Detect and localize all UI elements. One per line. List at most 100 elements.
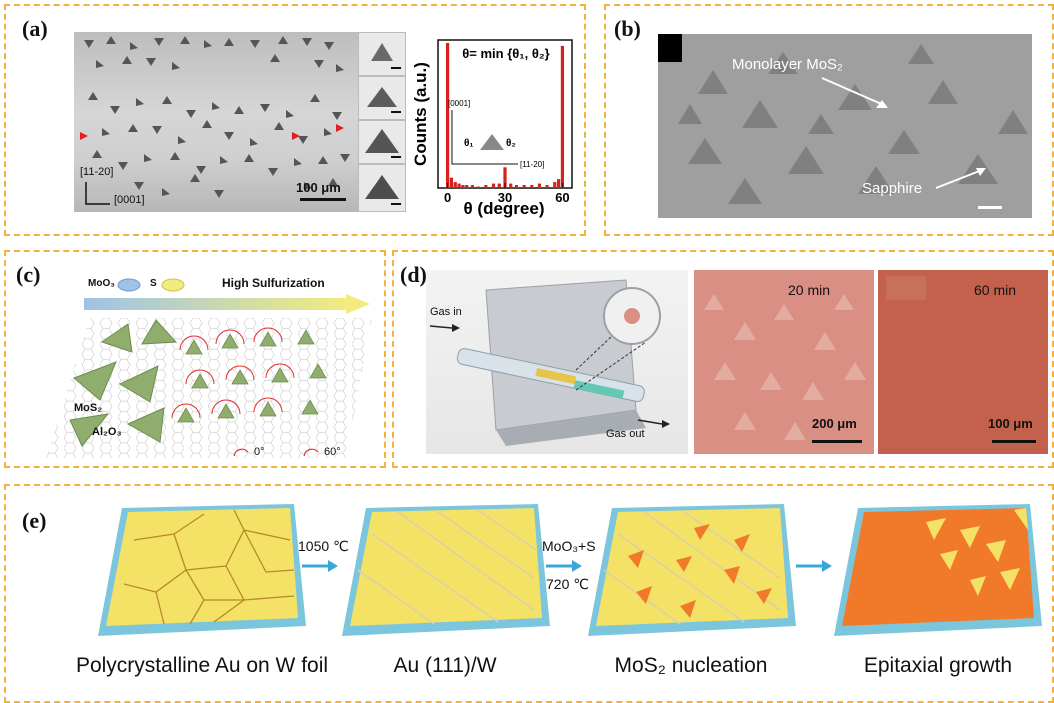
- panel-a-triangles: [80, 36, 350, 198]
- panel-c-angle-0: 0°: [254, 446, 265, 458]
- panel-e-label: (e): [22, 508, 47, 533]
- panel-a-inset-4: [358, 164, 406, 212]
- panel-e-arrow-2: [546, 560, 582, 572]
- chart-bar: [560, 45, 565, 188]
- chart-bar: [465, 185, 469, 188]
- chart-bar: [545, 185, 549, 188]
- panel-e-caption-3: MoS₂ nucleation: [614, 654, 768, 677]
- panel-c-legend-s: S: [150, 278, 157, 289]
- panel-d-gas-in: Gas in: [430, 306, 462, 318]
- panel-b-micrograph: [658, 34, 1032, 218]
- chart-inset-triangle: [480, 134, 504, 150]
- panel-c-legend-moo3: MoO₃: [88, 278, 115, 289]
- panel-d-label: (d): [400, 262, 427, 287]
- chart-bar: [449, 177, 453, 188]
- panel-c-al2o3-label: Al₂O₃: [92, 426, 122, 438]
- panel-a-inset-3: [358, 120, 406, 164]
- chart-bar: [461, 185, 465, 188]
- panel-a-direction-axes: [85, 182, 110, 205]
- chart-ylabel: Counts (a.u.): [411, 62, 430, 166]
- chart-bar: [457, 183, 461, 188]
- chart-bar: [484, 185, 488, 188]
- panel-b-arrow-2: [935, 168, 986, 189]
- chart-bar: [470, 185, 475, 188]
- panel-c-label: (c): [16, 262, 41, 287]
- chart-inset-dir-up: [0001]: [448, 99, 470, 108]
- panel-a-label: (a): [22, 16, 48, 41]
- panel-e-step2-reagents: MoO₃+S: [542, 538, 596, 554]
- panel-e-caption-2: Au (111)/W: [393, 654, 497, 677]
- panel-e-frame: [4, 484, 1054, 703]
- panel-d-micrograph-20min: [694, 270, 874, 454]
- chart-inset-dir-right: [11-20]: [520, 160, 544, 169]
- panel-d-scalebar-2: [992, 440, 1036, 443]
- panel-e-caption-4: Epitaxial growth: [863, 654, 1013, 677]
- panel-e-stage-4: [834, 504, 1042, 636]
- panel-c-rotation-0-icon: [233, 448, 249, 457]
- chart-bar: [453, 182, 457, 188]
- panel-d-time-60: 60 min: [974, 282, 1017, 298]
- panel-c-frame: [4, 250, 386, 468]
- panel-b-frame: [604, 4, 1054, 236]
- panel-a-inset-1: [358, 32, 406, 76]
- chart-bar: [491, 183, 496, 188]
- panel-a-scale-label: 100 μm: [296, 180, 341, 195]
- panel-c-legend-moo3-icon: [117, 278, 141, 292]
- panel-e-step2-temp: 720 ℃: [546, 576, 589, 592]
- panel-c-lattice: [46, 318, 372, 458]
- panel-e-arrow-1: [302, 560, 338, 572]
- panel-a-scalebar: [300, 198, 346, 201]
- chart-bar: [522, 185, 526, 188]
- panel-c-angle-60: 60°: [324, 446, 341, 458]
- panel-c-rotation-60-icon: [303, 448, 319, 457]
- chart-plot-frame: [437, 39, 573, 189]
- panel-d-micro-20-domains: [704, 294, 866, 440]
- chart-bar: [557, 179, 561, 188]
- chart-bar: [509, 183, 513, 188]
- panel-d-frame: [392, 250, 1054, 468]
- panel-b-annotation-sapphire: Sapphire: [862, 180, 923, 197]
- chart-title: θ= min {θ₁, θ₂}: [462, 46, 550, 61]
- chart-tick-label: 30: [498, 190, 512, 205]
- panel-c-sulfurization-arrow: [84, 294, 370, 314]
- chart-ticks: 0 30 60: [444, 183, 570, 205]
- chart-bar: [476, 186, 480, 188]
- chart-bar: [553, 182, 557, 188]
- panel-e-stage-1: [98, 504, 306, 636]
- chart-bars: [445, 42, 565, 189]
- panel-a-dir-y: [11-20]: [80, 166, 114, 178]
- panel-e-arrow-3: [796, 560, 832, 572]
- panel-b-label: (b): [614, 16, 641, 41]
- panel-d-scale-1: 200 μm: [812, 416, 857, 431]
- panel-d-gas-out: Gas out: [606, 428, 645, 440]
- panel-b-domains: [658, 34, 1028, 209]
- panel-d-scalebar-1: [812, 440, 862, 443]
- panel-d-reactor: [429, 279, 670, 446]
- panel-e-caption-1: Polycrystalline Au on W foil: [75, 654, 329, 677]
- panel-c-mos2-label: MoS₂: [74, 402, 103, 414]
- panel-d-scale-2: 100 μm: [988, 416, 1033, 431]
- panel-a-chart: Counts (a.u.) θ= min {θ₁, θ₂} θ (degree)…: [411, 39, 573, 218]
- chart-bar: [503, 167, 507, 188]
- chart-bar: [530, 185, 534, 188]
- chart-xlabel: θ (degree): [464, 199, 545, 218]
- panel-a-frame: [4, 4, 586, 236]
- chart-inset-theta1: θ₁: [464, 138, 474, 149]
- panel-d-reactor-photo: [426, 270, 688, 454]
- panel-e-stage-3: [588, 504, 796, 636]
- panel-d-micrograph-60min: [878, 270, 1048, 454]
- panel-b-annotation-monolayer: Monolayer MoS₂: [732, 56, 843, 73]
- panel-a-dir-x: [0001]: [114, 194, 145, 206]
- panel-b-arrow-1: [821, 77, 888, 108]
- panel-c-arrow-label: High Sulfurization: [222, 276, 325, 290]
- chart-bar: [514, 185, 519, 188]
- chart-tick-label: 60: [555, 190, 569, 205]
- panel-e-step1-temp: 1050 ℃: [298, 538, 349, 554]
- panel-a-inset-2: [358, 76, 406, 120]
- panel-d-time-20: 20 min: [788, 282, 831, 298]
- panel-e-stage-2: [342, 504, 550, 636]
- chart-inset-theta2: θ₂: [506, 138, 516, 149]
- chart-inset-axes: [451, 110, 518, 165]
- panel-c-legend-s-icon: [161, 278, 185, 292]
- chart-bar: [445, 42, 450, 189]
